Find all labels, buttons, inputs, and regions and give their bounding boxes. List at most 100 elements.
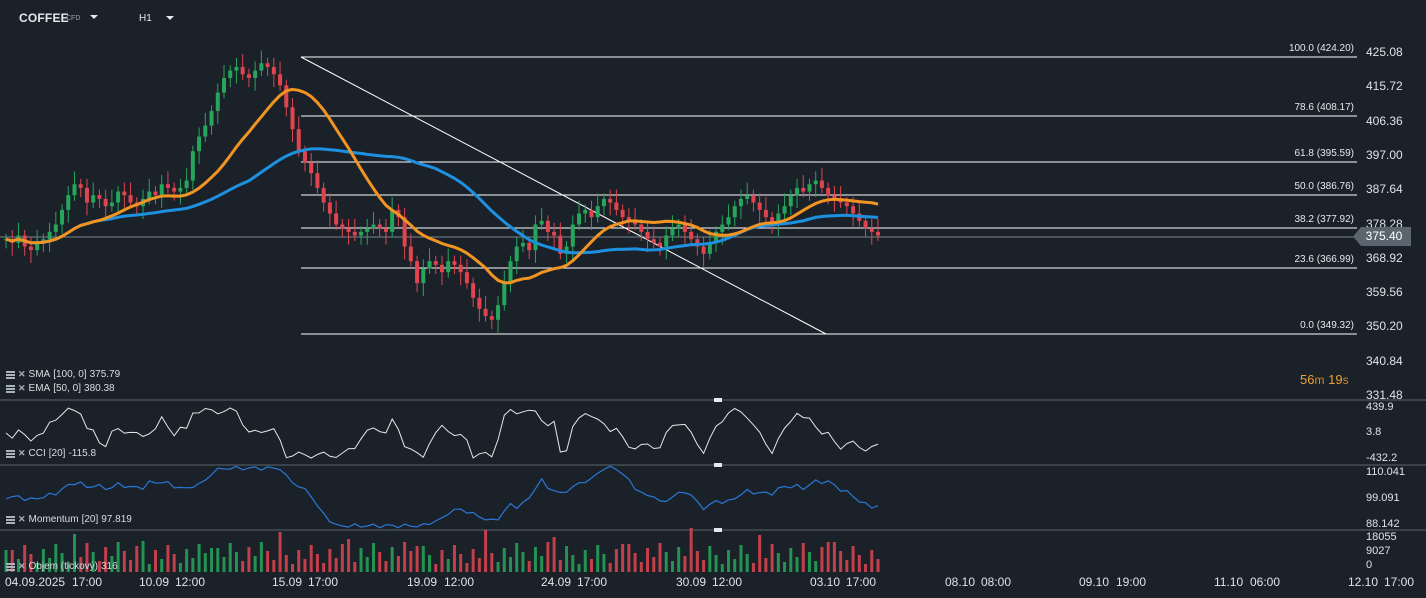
candle-body [714,231,719,243]
candle-body [577,213,582,225]
legend-ema[interactable]: ✕ EMA [50, 0] 380.38 [6,383,115,394]
volume-bar [203,553,207,572]
candle-body [203,125,208,137]
volume-bar [428,555,432,572]
candle-body [433,261,438,265]
candle-body [402,217,407,247]
volume-bar [110,556,114,572]
volume-bar [602,554,606,572]
close-icon[interactable]: ✕ [18,383,26,393]
volume-bar [446,559,450,572]
candle-body [483,308,488,317]
close-icon[interactable]: ✕ [18,369,26,379]
candle-body [60,209,65,225]
time-axis-label: 19.09 [407,575,438,589]
volume-bar [652,557,656,572]
candle-body [446,261,451,273]
volume-bar [421,546,425,572]
time-axis-label: 30.09 [676,575,707,589]
legend-momentum[interactable]: ✕ Momentum [20] 97.819 [6,514,132,525]
time-axis-label: 17:00 [72,575,103,589]
volume-bar [415,546,419,572]
volume-bar [147,564,151,572]
volume-bar [297,550,301,572]
price-axis-label: 359.56 [1366,285,1403,300]
close-icon[interactable]: ✕ [18,561,26,571]
candle-body [813,180,818,185]
settings-icon[interactable] [6,515,15,524]
volume-bar [758,535,762,572]
candle-body [502,283,507,306]
volume-bar [191,558,195,572]
symbol-selector[interactable]: COFFEE [19,11,69,25]
time-axis-label: 24.09 [541,575,572,589]
candle-body [701,246,706,254]
volume-bar [172,554,176,572]
volume-bar [353,562,357,572]
volume-bar [471,549,475,572]
candlestick-series [4,50,880,333]
close-icon[interactable]: ✕ [18,514,26,524]
candle-body [489,316,494,320]
candle-body [377,224,382,229]
candle-body [633,220,638,225]
candle-body [876,231,880,236]
volume-bar [378,552,382,572]
volume-bar [247,547,251,572]
candle-body [552,231,557,236]
price-axis-label: 368.92 [1366,250,1403,265]
volume-bar [608,563,612,572]
candle-body [334,213,339,225]
timeframe-selector[interactable]: H1 [139,13,152,24]
candle-body [763,209,768,218]
volume-bar [664,552,668,572]
candle-body [639,224,644,232]
candle-body [190,151,195,181]
volume-axis-min: 0 [1366,559,1373,571]
volume-bar [689,528,693,572]
timeframe-dropdown-icon[interactable] [166,16,174,20]
candle-body [564,246,569,254]
settings-icon[interactable] [6,449,15,458]
volume-bar [614,549,618,572]
candle-body [452,261,457,265]
settings-icon[interactable] [6,370,15,379]
candle-body [832,195,837,199]
legend-sma[interactable]: ✕ SMA [100, 0] 375.79 [6,369,120,380]
legend-volume[interactable]: ✕ Objem (tickový) 316 [6,561,118,572]
close-icon[interactable]: ✕ [18,448,26,458]
candle-body [614,202,619,210]
candle-body [539,220,544,225]
candle-body [601,198,606,207]
volume-bar [396,556,400,572]
candle-body [595,206,600,218]
volume-bar [670,561,674,572]
fibonacci-retracement[interactable] [301,56,1357,335]
candle-body [689,231,694,240]
legend-cci[interactable]: ✕ CCI [20] -115.8 [6,448,96,459]
settings-icon[interactable] [6,384,15,393]
candle-body [626,217,631,221]
price-axis-label: 340.84 [1366,353,1403,368]
volume-bar [533,547,537,572]
settings-icon[interactable] [6,562,15,571]
volume-bar [210,548,214,572]
volume-bar [4,550,8,572]
candle-body [352,231,357,236]
candle-body [278,74,283,86]
candle-body [795,187,800,196]
volume-bar [832,542,836,572]
volume-bar [783,562,787,572]
volume-bar [739,545,743,572]
candle-body [222,77,226,93]
symbol-dropdown-icon[interactable] [90,15,98,19]
candle-body [826,187,831,196]
candle-body [246,74,251,78]
time-axis-label: 17:00 [308,575,339,589]
volume-bar [153,550,157,572]
candle-body [109,202,114,207]
candle-body [782,206,787,214]
time-axis-label: 17:00 [1384,575,1415,589]
price-axis-label: 387.64 [1366,182,1403,197]
